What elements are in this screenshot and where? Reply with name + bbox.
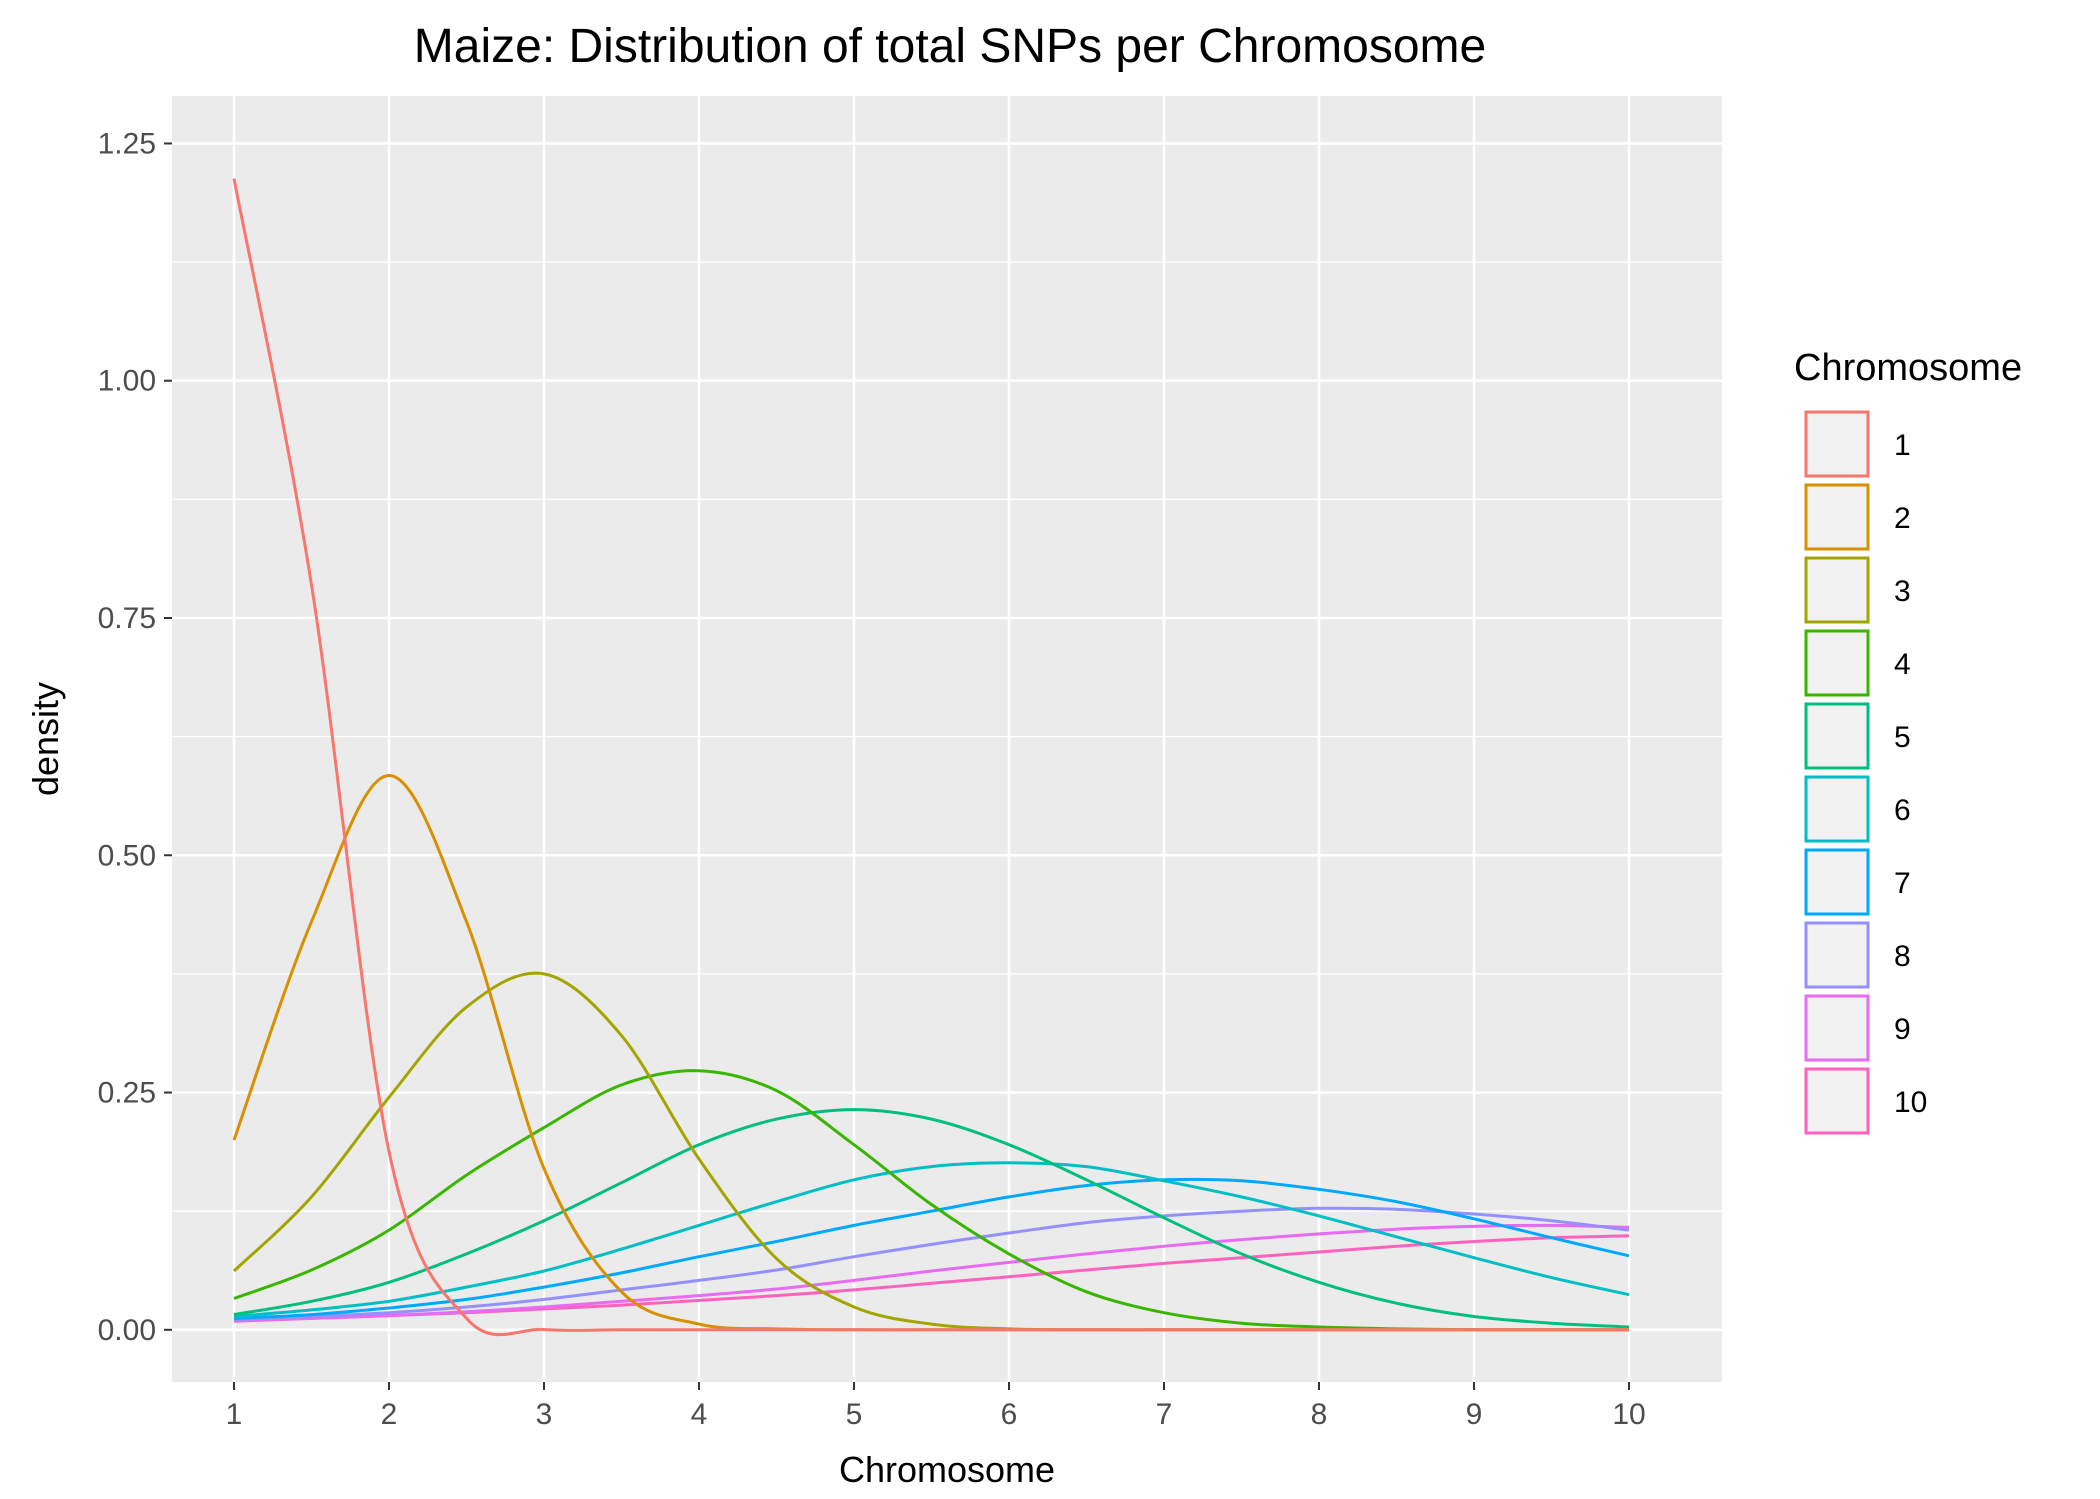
series-line-9 [233,1223,1630,1322]
legend-key-2 [1804,483,1870,551]
legend-key-6 [1804,775,1870,843]
legend-label-8: 8 [1894,940,1911,973]
x-tick-label: 4 [691,1398,708,1431]
x-tick-label: 6 [1001,1398,1018,1431]
plot-panel [172,96,1722,1382]
series-line-6 [233,1161,1630,1318]
x-axis: 1 2 3 4 5 6 7 8 9 10 [226,1382,1646,1431]
chart-title: Maize: Distribution of total SNPs per Ch… [414,20,1486,73]
y-tick-label: 1.00 [98,365,156,398]
x-tick-label: 7 [1156,1398,1173,1431]
legend-key-9 [1804,994,1870,1062]
x-tick-label: 2 [381,1398,398,1431]
legend-label-1: 1 [1894,429,1911,462]
minor-gridlines [172,261,1722,1212]
legend-label-10: 10 [1894,1086,1927,1119]
legend-title: Chromosome [1794,347,2022,389]
legend-key-8 [1804,921,1870,989]
legend-label-2: 2 [1894,502,1911,535]
legend-label-6: 6 [1894,794,1911,827]
x-axis-title: Chromosome [839,1449,1055,1490]
x-tick-label: 9 [1466,1398,1483,1431]
y-tick-label: 0.00 [98,1314,156,1347]
y-tick-label: 0.75 [98,602,156,635]
legend-key-1 [1804,410,1870,478]
x-tick-label: 1 [226,1398,243,1431]
major-gridlines [172,96,1722,1382]
y-axis: 0.00 0.25 0.50 0.75 1.00 1.25 [98,127,172,1347]
series-line-5 [233,1108,1630,1329]
legend-key-7 [1804,848,1870,916]
legend-label-9: 9 [1894,1013,1911,1046]
series-line-8 [233,1206,1630,1321]
legend-label-7: 7 [1894,867,1911,900]
y-tick-label: 1.25 [98,127,156,160]
legend-key-3 [1804,556,1870,624]
legend-key-10 [1804,1067,1870,1135]
x-tick-label: 5 [846,1398,863,1431]
x-tick-label: 3 [536,1398,553,1431]
legend-key-5 [1804,702,1870,770]
legend-label-3: 3 [1894,575,1911,608]
legend-label-4: 4 [1894,648,1911,681]
series-line-7 [233,1177,1630,1320]
legend-label-5: 5 [1894,721,1911,754]
y-axis-title: density [25,682,66,796]
y-tick-label: 0.50 [98,839,156,872]
y-tick-label: 0.25 [98,1077,156,1110]
legend-key-4 [1804,629,1870,697]
x-tick-label: 10 [1612,1398,1645,1431]
legend: Chromosome 1 2 3 4 5 6 7 8 9 10 [1794,347,2022,1135]
legend-items: 1 2 3 4 5 6 7 8 9 10 [1804,410,1927,1135]
x-tick-label: 8 [1311,1398,1328,1431]
series-line-1 [232,178,1629,1337]
density-lines [232,178,1630,1337]
